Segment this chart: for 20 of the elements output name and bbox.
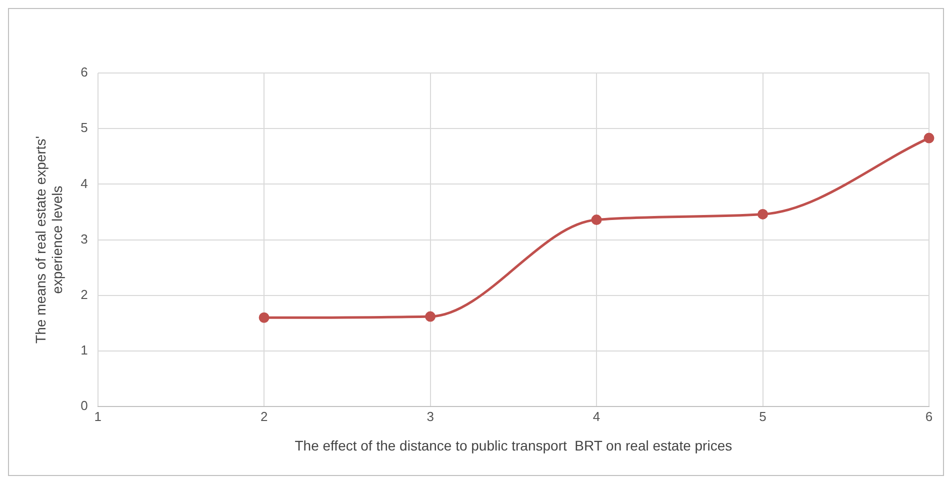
x-tick-label: 5 bbox=[759, 408, 766, 424]
y-axis-title: The means of real estate experts' experience levels bbox=[32, 136, 66, 344]
point bbox=[924, 132, 934, 144]
point bbox=[591, 214, 602, 226]
point bbox=[258, 312, 270, 323]
x-tick-label: 6 bbox=[925, 408, 933, 424]
y-tick-label: 1 bbox=[80, 342, 88, 358]
y-tick-label: 3 bbox=[80, 231, 88, 246]
point bbox=[425, 311, 436, 322]
x-tick-label: 3 bbox=[426, 408, 434, 424]
x-tick-label: 1 bbox=[94, 408, 102, 424]
x-axis-title: The effect of the distance to public transport BRT on real estate prices bbox=[294, 437, 732, 454]
y-tick-label: 2 bbox=[80, 286, 88, 302]
x-tick-label: 4 bbox=[592, 408, 600, 424]
y-tick-label: 0 bbox=[80, 398, 88, 414]
x-tick-label: 2 bbox=[260, 408, 268, 424]
y-tick-label: 6 bbox=[80, 64, 88, 80]
y-tick-label: 4 bbox=[80, 176, 88, 191]
point bbox=[758, 208, 768, 220]
y-tick-label: 5 bbox=[80, 120, 88, 136]
